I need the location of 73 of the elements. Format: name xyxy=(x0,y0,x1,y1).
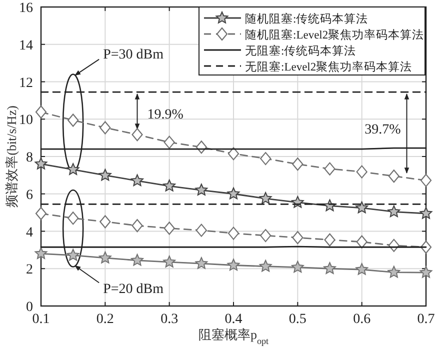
point xyxy=(66,163,80,175)
point xyxy=(388,266,400,278)
point xyxy=(100,215,111,228)
point xyxy=(35,105,47,119)
x-tick-label: 0.5 xyxy=(288,312,306,327)
y-tick-label: 14 xyxy=(19,38,33,54)
point xyxy=(259,260,272,272)
point xyxy=(420,266,432,278)
point xyxy=(259,192,272,204)
point xyxy=(132,128,143,142)
point xyxy=(196,224,207,237)
y-tick-label: 12 xyxy=(19,76,33,91)
point xyxy=(292,231,304,244)
annotation: P=20 dBm xyxy=(103,282,164,297)
point xyxy=(131,254,144,266)
y-tick-label: 2 xyxy=(26,262,33,278)
legend-label: 随机阻塞:Level2聚焦功率码本算法 xyxy=(245,28,424,42)
point xyxy=(324,162,336,176)
x-tick-label: 0.1 xyxy=(32,312,50,327)
x-tick-label: 0.2 xyxy=(96,312,114,327)
point xyxy=(35,206,47,220)
legend-label: 随机阻塞:传统码本算法 xyxy=(245,12,368,26)
point xyxy=(356,263,368,275)
y-axis-title: 频谱效率(bit/s/Hz) xyxy=(4,106,19,208)
point xyxy=(34,157,48,170)
point xyxy=(163,180,176,192)
point xyxy=(228,226,240,240)
annotation: P=30 dBm xyxy=(103,47,164,62)
y-tick-label: 16 xyxy=(19,1,33,16)
legend-label: 无阻塞:传统码本算法 xyxy=(245,44,356,58)
point xyxy=(131,174,144,186)
point xyxy=(324,262,336,274)
point xyxy=(388,170,400,183)
point xyxy=(324,233,336,246)
y-tick-label: 6 xyxy=(26,188,33,203)
point xyxy=(292,158,304,171)
annotation: 39.7% xyxy=(364,122,402,138)
point xyxy=(68,114,79,127)
x-tick-label: 0.3 xyxy=(160,312,178,327)
y-tick-label: 0 xyxy=(26,300,33,315)
legend-label: 无阻塞:Level2聚焦功率码本算法 xyxy=(245,60,412,74)
point xyxy=(164,222,175,235)
point xyxy=(227,187,240,200)
x-tick-label: 0.7 xyxy=(417,312,435,327)
point xyxy=(356,235,368,248)
point xyxy=(34,247,48,260)
point xyxy=(420,207,432,219)
annotation: 19.9% xyxy=(147,108,184,123)
point xyxy=(260,152,272,166)
point xyxy=(132,219,143,232)
point xyxy=(195,184,208,196)
point xyxy=(291,260,304,273)
point xyxy=(228,147,240,160)
point xyxy=(356,165,368,178)
point xyxy=(227,258,240,271)
point xyxy=(164,136,175,149)
y-tick-label: 4 xyxy=(26,225,33,240)
point xyxy=(98,251,112,264)
y-tick-label: 8 xyxy=(26,150,33,166)
point xyxy=(260,229,272,242)
point xyxy=(388,205,400,218)
point xyxy=(356,201,368,214)
y-tick-label: 10 xyxy=(19,113,33,128)
point xyxy=(98,168,112,181)
x-tick-label: 0.4 xyxy=(224,312,242,327)
x-tick-label: 0.6 xyxy=(353,312,371,327)
x-axis-title: 阻塞概率p$_{opt}$ xyxy=(198,327,270,346)
point xyxy=(195,257,208,269)
point xyxy=(163,256,176,268)
point xyxy=(420,174,432,187)
point xyxy=(68,212,79,225)
point xyxy=(66,248,80,261)
point xyxy=(100,121,111,134)
